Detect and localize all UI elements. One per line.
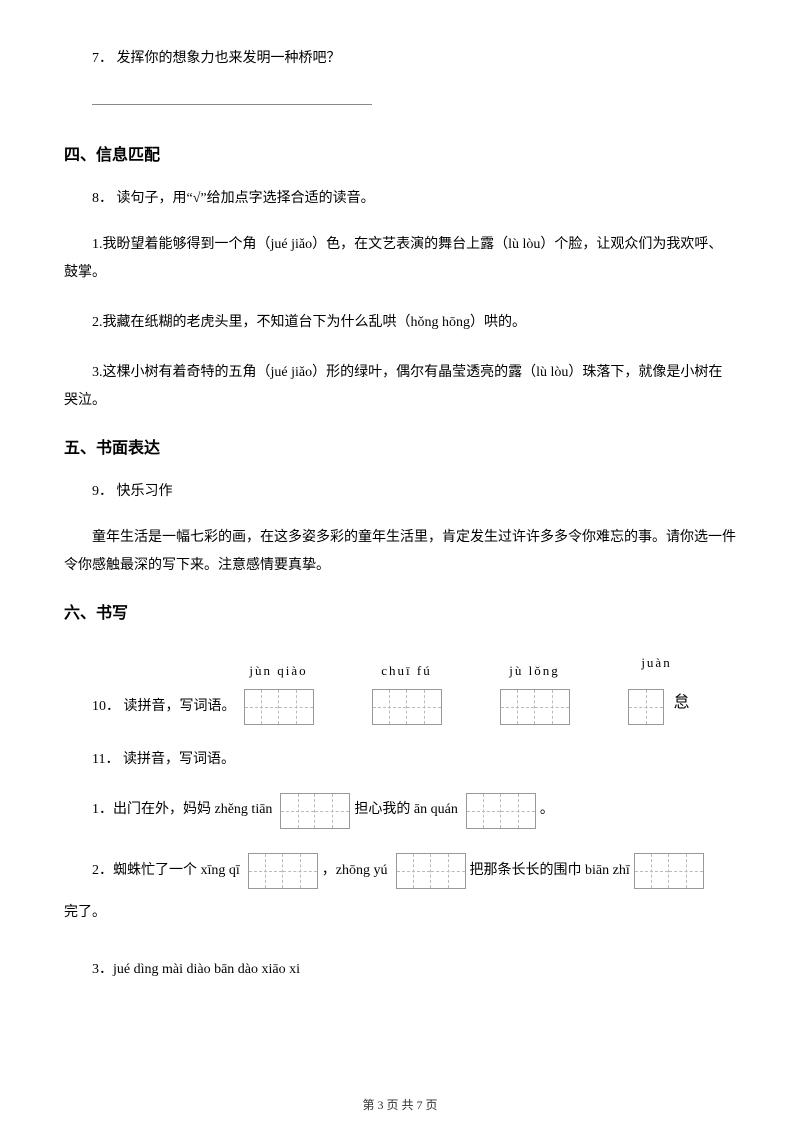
grid-box [372,689,442,725]
grid-box [244,689,314,725]
question-8-intro: 8． 读句子，用“√”给加点字选择合适的读音。 [64,188,736,209]
grid-cell [669,854,703,888]
q7-number: 7． [92,51,113,66]
question-10-row: 10． 读拼音，写词语。 jùn qiào chuī fú jù lǒng ju… [64,646,736,731]
grid-box [500,689,570,725]
grid-cell [315,794,349,828]
q9-body: 童年生活是一幅七彩的画，在这多姿多彩的童年生活里，肯定发生过许许多多令你难忘的事… [64,524,736,580]
q11-l2-prefix: 2．蜘蛛忙了一个 xīng qī [64,853,240,889]
grid-cell [431,854,465,888]
q7-text: 发挥你的想象力也来发明一种桥吧？ [117,51,341,66]
pinyin-text: jùn qiào [249,654,307,688]
q11-line-1: 1．出门在外，妈妈 zhěng tiān 担心我的 ān quán 。 [64,792,736,834]
q8-item-2: 2.我藏在纸糊的老虎头里，不知道台下为什么乱哄（hǒng hōng）哄的。 [64,309,736,337]
grid-cell [535,690,569,724]
grid-cell [501,794,535,828]
q8-number: 8． [92,191,113,206]
grid-box [280,793,350,829]
pinyin-block-3: jù lǒng [496,654,574,732]
q8-item-1: 1.我盼望着能够得到一个角（jué jiǎo）色，在文艺表演的舞台上露（lù l… [64,231,736,287]
grid-cell [245,690,279,724]
answer-blank-line [92,91,372,105]
section-6-title: 六、书写 [64,602,736,626]
q11-line-3: 3．jué dìng mài diào bān dào xiāo xi [64,956,736,984]
section-4-title: 四、信息匹配 [64,144,736,168]
q11-line-2: 2．蜘蛛忙了一个 xīng qī ，zhōng yú 把那条长长的围巾 biān… [64,853,736,938]
q11-l1-mid: 担心我的 ān quán [354,792,457,828]
grid-box [248,853,318,889]
grid-cell [281,794,315,828]
pinyin-block-2: chuī fú [368,654,446,732]
question-7: 7． 发挥你的想象力也来发明一种桥吧？ [64,48,736,69]
question-11: 11． 读拼音，写词语。 [64,749,736,770]
page-footer: 第 3 页 共 7 页 [0,1096,800,1114]
grid-cell [635,854,669,888]
q11-l1-prefix: 1．出门在外，妈妈 zhěng tiān [64,792,272,828]
grid-cell [373,690,407,724]
q11-number: 11． [92,752,119,767]
q8-intro-text: 读句子，用“√”给加点字选择合适的读音。 [117,191,375,206]
grid-box [634,853,704,889]
q9-number: 9． [92,484,113,499]
grid-cell [467,794,501,828]
q11-l2-end: 完了。 [64,895,106,931]
grid-cell [397,854,431,888]
pinyin-block-4: juàn 怠 [624,646,690,731]
grid-box [466,793,536,829]
grid-cell [279,690,313,724]
grid-cell [283,854,317,888]
pinyin-block-1: jùn qiào [240,654,318,732]
q10-title: 读拼音，写词语。 [124,699,236,714]
grid-box [628,689,664,725]
question-9: 9． 快乐习作 [64,481,736,502]
grid-cell [629,690,663,724]
grid-cell [407,690,441,724]
pinyin-text: jù lǒng [509,654,559,688]
section-5-title: 五、书面表达 [64,437,736,461]
q10-label: 10． 读拼音，写词语。 [64,689,236,725]
pinyin-text: chuī fú [381,654,431,688]
q10-number: 10． [92,699,120,714]
grid-cell [249,854,283,888]
q11-l2-mid1: ，zhōng yú [322,853,388,889]
q11-title: 读拼音，写词语。 [123,752,235,767]
q11-l2-mid2: 把那条长长的围巾 biān zhī [470,853,630,889]
q8-item-3: 3.这棵小树有着奇特的五角（jué jiǎo）形的绿叶，偶尔有晶莹透亮的露（lù… [64,359,736,415]
grid-box [396,853,466,889]
trail-char: 怠 [674,682,690,724]
grid-cell [501,690,535,724]
pinyin-text: juàn [641,646,671,680]
q11-l1-end: 。 [540,792,554,828]
q9-title: 快乐习作 [117,484,173,499]
